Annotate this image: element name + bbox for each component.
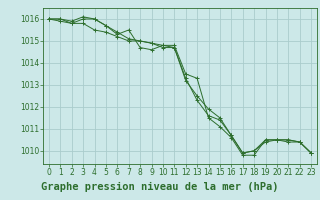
Text: Graphe pression niveau de la mer (hPa): Graphe pression niveau de la mer (hPa) xyxy=(41,182,279,192)
